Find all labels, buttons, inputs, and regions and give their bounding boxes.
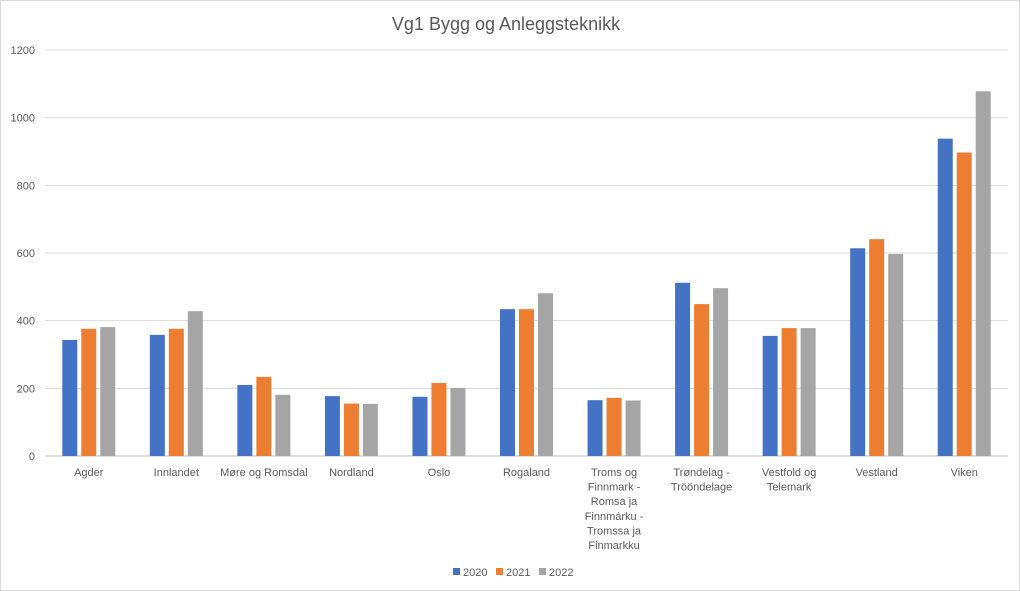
legend-swatch (539, 568, 546, 575)
bar-2022-3 (362, 403, 378, 456)
bar-2021-4 (431, 382, 447, 456)
bar-2022-10 (975, 91, 991, 456)
x-category-label-line: Oslo (428, 467, 451, 479)
x-category-label: Oslo (428, 467, 451, 479)
bar-2022-8 (800, 328, 816, 456)
x-category-label-line: Vestfold og (762, 467, 816, 479)
x-category-label-line: Finmarkku (588, 540, 639, 552)
x-category-label-line: Møre og Romsdal (220, 467, 307, 479)
bar-2022-1 (187, 311, 203, 456)
x-category-label: Agder (74, 467, 104, 479)
x-category-label-line: Agder (74, 467, 104, 479)
bar-2022-4 (450, 387, 466, 456)
chart-title: Vg1 Bygg og Anleggsteknikk (392, 14, 621, 34)
bar-2020-3 (324, 396, 340, 456)
legend-label: 2020 (463, 567, 487, 579)
x-category-label: Trøndelag - Trööndelage (671, 467, 732, 494)
bar-2022-9 (888, 254, 904, 456)
y-tick-label: 200 (17, 383, 35, 395)
bar-2020-8 (762, 335, 778, 456)
bar-2020-7 (675, 282, 691, 456)
bar-2021-8 (781, 328, 797, 456)
legend: 2020 2021 2022 (453, 567, 573, 579)
y-tick-label: 1000 (11, 113, 35, 125)
y-tick-label: 400 (17, 316, 35, 328)
bar-2021-7 (694, 304, 710, 456)
x-category-label: Rogaland (503, 467, 550, 479)
bar-2021-9 (869, 239, 885, 456)
legend-swatch (453, 568, 460, 575)
legend-label: 2021 (506, 567, 530, 579)
bar-2020-0 (62, 339, 78, 456)
x-category-label-line: Telemark (767, 482, 812, 494)
x-category-label-line: Romsa ja (591, 496, 638, 508)
y-tick-label: 600 (17, 248, 35, 260)
x-category-label-line: Trööndelage (671, 482, 732, 494)
x-category-label: Innlandet (154, 467, 199, 479)
bar-2021-2 (256, 376, 272, 456)
bar-2022-2 (275, 394, 291, 456)
bar-2021-3 (343, 403, 359, 456)
x-category-label-line: Innlandet (154, 467, 199, 479)
x-category-label: Vestfold og Telemark (762, 467, 816, 494)
x-category-label-line: Finnmark - (588, 482, 641, 494)
bar-2021-5 (519, 309, 534, 456)
x-axis-category-labels: Agder Innlandet Møre og Romsdal Nordland Osl… (74, 467, 978, 552)
y-tick-label: 1200 (11, 45, 35, 57)
bar-2020-5 (500, 309, 515, 456)
x-category-label: Møre og Romsdal (220, 467, 307, 479)
bar-2020-10 (937, 138, 953, 457)
bars (62, 91, 991, 457)
y-axis-tick-labels: 0 200 400 600 800 1000 1200 (11, 45, 35, 463)
x-category-label-line: Nordland (329, 467, 374, 479)
bar-2020-9 (850, 248, 866, 456)
bar-2022-6 (625, 400, 641, 456)
x-category-label-line: Rogaland (503, 467, 550, 479)
x-category-label: Nordland (329, 467, 374, 479)
y-tick-label: 800 (17, 180, 35, 192)
bar-2020-2 (237, 384, 253, 456)
x-category-label-line: Tromssa ja (587, 525, 642, 537)
legend-swatch (496, 568, 503, 575)
bar-2020-4 (412, 396, 428, 456)
x-category-label: Vestland (856, 467, 898, 479)
x-category-label-line: Trøndelag - (673, 467, 730, 479)
bar-2022-5 (538, 293, 553, 456)
legend-label: 2022 (549, 567, 573, 579)
x-category-label-line: Vestland (856, 467, 898, 479)
x-category-label-line: Finnmárku - (585, 511, 644, 523)
x-category-label-line: Viken (951, 467, 978, 479)
x-category-label: Viken (951, 467, 978, 479)
y-tick-label: 0 (29, 451, 35, 463)
bar-2020-6 (587, 400, 603, 456)
x-category-label: Troms og Finnmark - Romsa ja Finnmárku - Tro… (585, 467, 644, 552)
bar-2021-10 (956, 152, 972, 456)
x-category-label-line: Troms og (591, 467, 637, 479)
bar-2021-0 (81, 328, 97, 456)
bar-2020-1 (149, 334, 165, 456)
bar-2021-1 (168, 328, 184, 456)
bar-2022-0 (100, 327, 116, 456)
bar-2022-7 (713, 288, 729, 456)
bar-2021-6 (606, 397, 622, 456)
